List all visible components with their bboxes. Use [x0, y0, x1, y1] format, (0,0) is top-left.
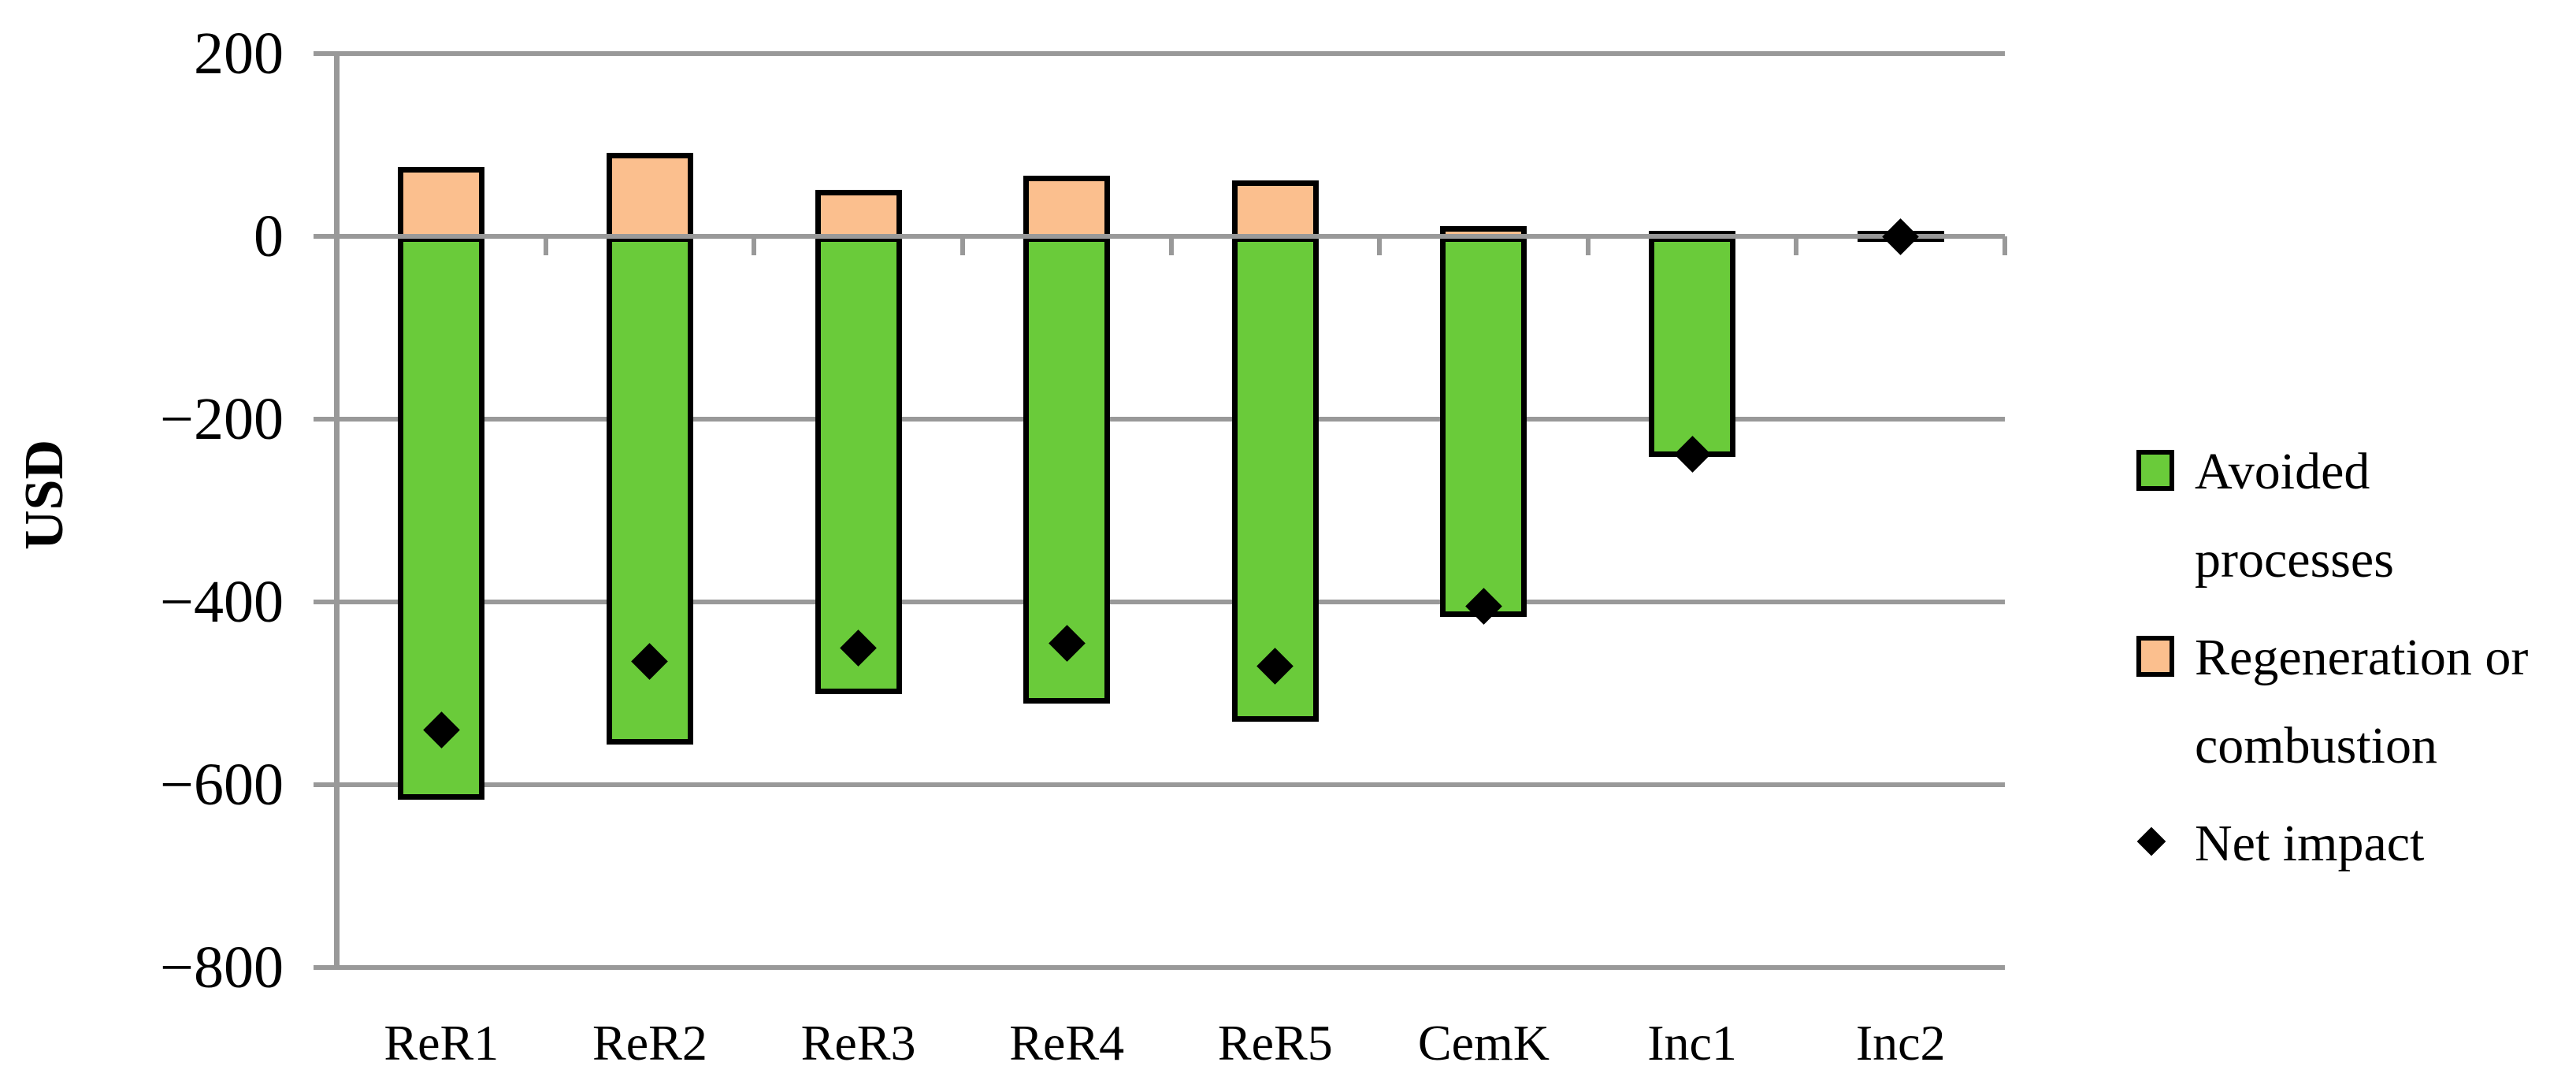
y-tick-−400 [314, 600, 337, 604]
bar-regeneration-ReR2 [606, 153, 693, 242]
legend-entry-avoided-processes: Avoided processes [2136, 428, 2528, 604]
legend-label-net-impact: Net impact [2195, 815, 2425, 872]
bar-regeneration-ReR4 [1023, 176, 1111, 242]
y-tick-label: −400 [160, 569, 284, 635]
bar-avoided-CemK [1440, 231, 1527, 617]
x-tick [2003, 236, 2007, 255]
bar-regeneration-ReR5 [1231, 180, 1319, 242]
gridline-−600 [337, 782, 2005, 787]
bar-avoided-ReR1 [398, 231, 485, 800]
y-axis-title: USD [14, 439, 75, 551]
x-category-label-Inc2: Inc2 [1855, 1015, 1946, 1071]
avoided-processes-swatch-icon [2136, 450, 2174, 491]
y-tick-−200 [314, 417, 337, 422]
x-category-label-ReR1: ReR1 [384, 1015, 499, 1071]
x-category-label-ReR5: ReR5 [1217, 1015, 1333, 1071]
y-tick-−600 [314, 782, 337, 787]
x-category-label-ReR3: ReR3 [800, 1015, 916, 1071]
x-category-label-Inc1: Inc1 [1647, 1015, 1737, 1071]
net-impact-marker-Inc2 [1882, 217, 1920, 255]
x-category-label-ReR2: ReR2 [592, 1015, 707, 1071]
legend-label-avoided-processes: Avoided processes [2195, 443, 2394, 589]
x-category-label-CemK: CemK [1417, 1015, 1550, 1071]
x-category-label-ReR4: ReR4 [1009, 1015, 1125, 1071]
legend-label-regeneration-or-combustion: Regeneration or combustion [2195, 629, 2529, 774]
y-tick-label: 200 [194, 20, 284, 87]
y-axis-line [334, 51, 340, 970]
x-tick [543, 236, 548, 255]
x-tick [1377, 236, 1383, 255]
x-tick [1794, 236, 1799, 255]
bar-regeneration-ReR3 [815, 189, 902, 242]
bar-regeneration-ReR1 [398, 166, 485, 242]
y-tick-0 [314, 234, 337, 239]
gridline-−800 [337, 965, 2005, 970]
bar-avoided-ReR4 [1023, 231, 1111, 704]
bar-avoided-Inc1 [1649, 231, 1736, 457]
regeneration-or-combustion-swatch-icon [2136, 636, 2174, 677]
legend-entry-regeneration-or-combustion: Regeneration or combustion [2136, 614, 2528, 790]
gridline-200 [337, 51, 2005, 56]
legend-entry-net-impact: Net impact [2136, 800, 2528, 888]
y-tick-label: −800 [160, 934, 284, 1001]
x-tick [960, 236, 965, 255]
y-tick-200 [314, 51, 337, 56]
y-tick-label: 0 [254, 203, 284, 269]
legend: Avoided processes Regeneration or combustio… [2136, 428, 2528, 897]
y-tick-label: −600 [160, 752, 284, 818]
y-tick-−800 [314, 965, 337, 970]
x-tick [1168, 236, 1174, 255]
x-tick [752, 236, 757, 255]
x-tick [1585, 236, 1591, 255]
y-tick-label: −200 [160, 386, 284, 452]
bar-avoided-ReR3 [815, 231, 902, 695]
gridline-−400 [337, 600, 2005, 604]
gridline-−200 [337, 417, 2005, 422]
net-impact-diamond-icon [2136, 826, 2166, 856]
